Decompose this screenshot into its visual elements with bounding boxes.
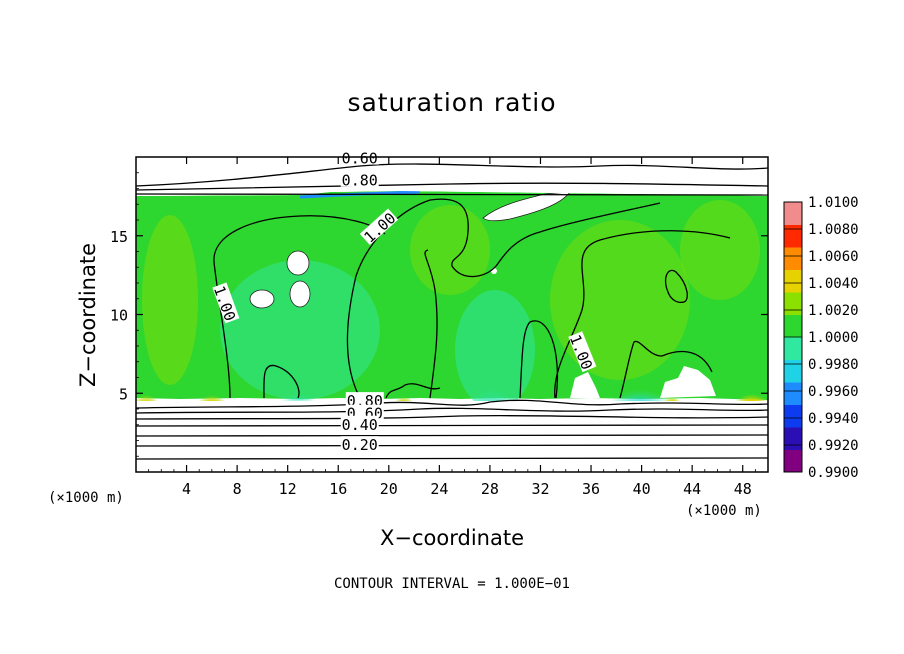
colorbar-swatch	[784, 359, 802, 383]
colorbar-label: 1.0060	[808, 249, 859, 265]
colorbar-swatch	[784, 292, 802, 315]
unsaturated-gap	[660, 366, 716, 398]
colorbar-swatch	[784, 404, 802, 428]
x-tick-label: 24	[430, 480, 448, 498]
x-tick-label: 44	[683, 480, 701, 498]
colorbar-swatch	[784, 382, 802, 405]
colorbar-swatch	[784, 449, 802, 473]
colorbar-swatch	[784, 224, 802, 248]
colorbar-label: 1.0100	[808, 195, 859, 211]
y-tick-label: 10	[110, 307, 128, 325]
colorbar-swatch	[784, 314, 802, 338]
light-green-patch	[680, 200, 760, 300]
unsaturated-gap	[482, 191, 571, 222]
colorbar-swatch	[784, 269, 802, 293]
colorbar-label: 0.9940	[808, 411, 859, 427]
light-green-patch	[550, 220, 690, 380]
x-unit-label-right: (×1000 m)	[686, 503, 762, 519]
y-tick-label: 5	[119, 385, 128, 403]
unsaturated-gap	[286, 250, 310, 276]
y-tick-label: 15	[110, 228, 128, 246]
contour-label: 0.60	[340, 149, 379, 168]
x-unit-label-left: (×1000 m)	[48, 490, 124, 506]
unsaturated-gap	[289, 280, 311, 308]
contour-label-text: 0.20	[342, 436, 378, 454]
contour-interval-note: CONTOUR INTERVAL = 1.000E−01	[333, 576, 570, 592]
unsaturated-gap	[570, 372, 600, 398]
unsaturated-gap	[249, 289, 275, 309]
x-tick-label: 4	[182, 480, 191, 498]
contour-lines	[136, 163, 768, 460]
x-tick-label: 36	[582, 480, 600, 498]
light-green-patch	[142, 215, 198, 385]
x-tick-label: 20	[380, 480, 398, 498]
colorbar-swatch	[784, 427, 802, 450]
colorbar-label: 1.0080	[808, 222, 859, 238]
contour-label: 0.80	[340, 171, 379, 190]
x-tick-label: 48	[734, 480, 752, 498]
x-tick-label: 28	[481, 480, 499, 498]
x-tick-label: 16	[329, 480, 347, 498]
contour-label-text: 0.40	[342, 416, 378, 434]
y-axis: 5 10 15	[110, 172, 768, 457]
field-layer	[136, 157, 768, 472]
colorbar-label: 1.0040	[808, 276, 859, 292]
x-tick-label: 8	[233, 480, 242, 498]
colorbar-swatch	[784, 202, 802, 225]
colorbar-label: 0.9980	[808, 357, 859, 373]
x-axis: 4 8 12 16 20 24 28 32 36 40 44 48	[148, 157, 756, 498]
colorbar-label: 0.9960	[808, 384, 859, 400]
colorbar-swatch	[784, 337, 802, 360]
x-tick-label: 12	[279, 480, 297, 498]
colorbar-swatch	[784, 247, 802, 270]
contour-label: 0.20	[340, 436, 379, 454]
colorbar-label: 0.9920	[808, 438, 859, 454]
colorbar-label: 0.9900	[808, 465, 859, 481]
contour-label-text: 0.60	[342, 150, 378, 168]
chart-title: saturation ratio	[347, 88, 557, 117]
contour-label-text: 0.80	[342, 172, 378, 190]
light-green-patch	[410, 205, 490, 295]
colorbar-label: 1.0000	[808, 330, 859, 346]
x-tick-label: 40	[633, 480, 651, 498]
contour-label: 0.40	[340, 415, 379, 434]
x-axis-label: X−coordinate	[380, 526, 524, 550]
colorbar: 1.0100 1.0080 1.0060 1.0040 1.0020 1.0000 0.99…	[783, 195, 859, 481]
x-tick-label: 32	[531, 480, 549, 498]
colorbar-label: 1.0020	[808, 303, 859, 319]
upper-clear-layer	[136, 157, 768, 196]
